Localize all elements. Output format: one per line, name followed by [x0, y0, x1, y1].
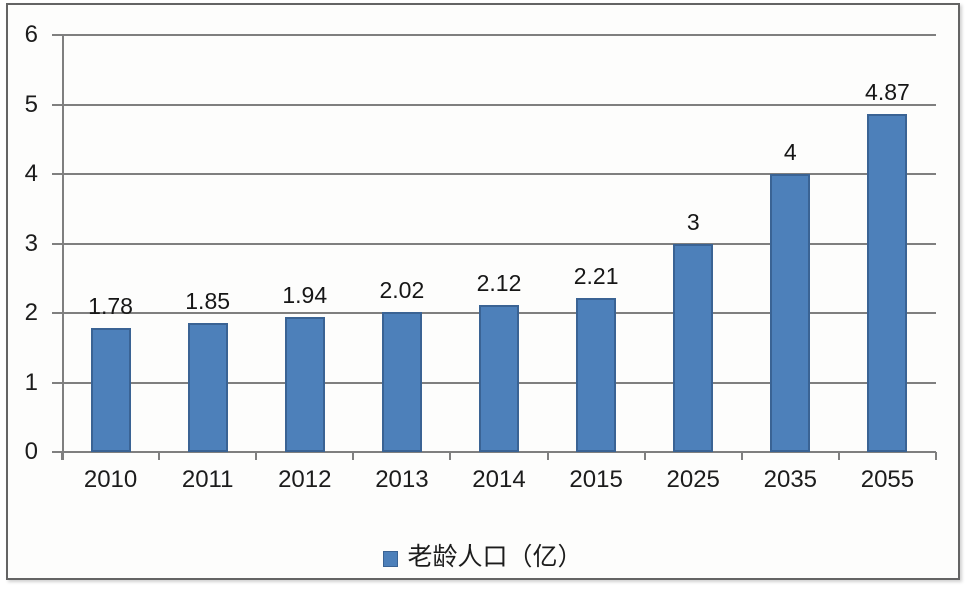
plot-area: 1.78 1.85 1.94 2.02 2.12 2.21 3 4 4.87 2010 2011 2… — [52, 34, 937, 493]
bar-2013 — [381, 311, 422, 452]
y-tick-label: 2 — [24, 299, 38, 326]
gridline-y-6 — [52, 34, 936, 36]
y-tick-label: 0 — [24, 438, 38, 465]
x-tick-label-2014: 2014 — [472, 466, 526, 493]
x-tick-label-2011: 2011 — [181, 466, 234, 493]
x-axis-tick — [158, 452, 161, 460]
bar-2015 — [576, 298, 617, 452]
bar-2012 — [284, 317, 325, 452]
x-tick-label-2013: 2013 — [375, 466, 429, 493]
gridline-y-4 — [52, 173, 936, 175]
bar-value-label-2014: 2.12 — [476, 269, 522, 296]
bar-value-label-2013: 2.02 — [379, 276, 425, 303]
gridline-y-3 — [52, 242, 936, 245]
x-tick-label-2015: 2015 — [569, 466, 623, 493]
x-axis-tick — [740, 452, 743, 460]
x-tick-label-2012: 2012 — [278, 466, 332, 493]
legend-label: 老龄人口（亿） — [407, 543, 583, 571]
x-axis-tick — [643, 452, 646, 460]
bar-value-label-2011: 1.85 — [185, 288, 231, 315]
x-axis-tick — [546, 452, 549, 460]
legend: 老龄人口（亿） — [6, 542, 960, 572]
bar-2055 — [867, 113, 908, 452]
y-tick-label: 1 — [24, 368, 38, 396]
y-axis-line — [62, 35, 64, 460]
bar-2010 — [90, 328, 131, 452]
y-tick-label: 6 — [24, 21, 38, 48]
x-axis-tick — [935, 452, 937, 460]
x-axis-tick — [352, 452, 355, 460]
bar-value-label-2025: 3 — [686, 208, 700, 235]
bar-2035 — [770, 174, 811, 452]
bar-value-label-2015: 2.21 — [573, 263, 619, 290]
bar-2011 — [187, 323, 228, 452]
x-axis-tick — [255, 452, 258, 460]
x-tick-label-2035: 2035 — [763, 466, 818, 493]
x-tick-label-2025: 2025 — [666, 466, 720, 493]
gridline-y-0 — [52, 451, 936, 453]
bar-2025 — [673, 243, 714, 452]
bar-2014 — [479, 304, 519, 452]
y-tick-label: 5 — [24, 90, 38, 118]
bar-value-label-2055: 4.87 — [865, 78, 910, 105]
x-axis-tick — [449, 452, 452, 460]
x-axis-tick — [61, 452, 63, 460]
y-tick-label: 4 — [24, 160, 38, 187]
x-axis-tick — [837, 452, 840, 460]
y-tick-label: 3 — [24, 229, 38, 257]
bar-value-label-2010: 1.78 — [88, 293, 133, 320]
bar-value-label-2035: 4 — [783, 139, 797, 165]
x-tick-label-2010: 2010 — [83, 466, 138, 493]
x-tick-label-2055: 2055 — [860, 466, 915, 493]
bar-value-label-2012: 1.94 — [282, 282, 328, 309]
legend-swatch-icon — [383, 550, 399, 567]
gridline-y-5 — [52, 103, 936, 106]
